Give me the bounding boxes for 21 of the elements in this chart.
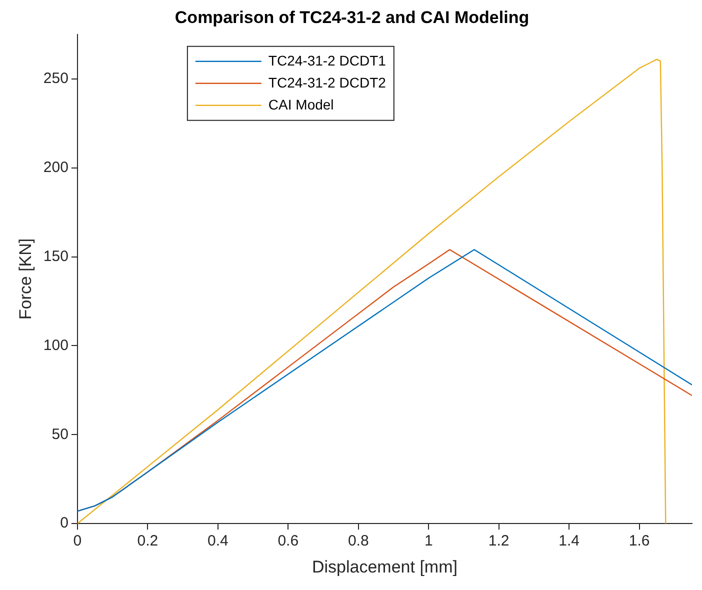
- x-tick-label: 1.6: [628, 532, 650, 550]
- legend-label: TC24-31-2 DCDT2: [268, 74, 386, 90]
- y-tick-label: 200: [43, 158, 68, 176]
- x-axis-title: Displacement [mm]: [312, 557, 458, 576]
- y-axis-title: Force [KN]: [16, 238, 35, 320]
- y-tick-label: 0: [60, 514, 68, 532]
- x-tick-label: 0.6: [278, 532, 299, 550]
- y-tick-label: 50: [52, 426, 68, 443]
- x-tick-label: 1: [424, 532, 433, 550]
- legend-label: CAI Model: [268, 96, 334, 112]
- x-tick-label: 1.2: [488, 532, 510, 550]
- y-tick-label: 150: [43, 248, 68, 265]
- y-tick-label: 100: [43, 336, 68, 354]
- x-tick-label: 0: [73, 532, 82, 550]
- y-tick-label: 250: [43, 70, 68, 88]
- x-tick-label: 0.2: [137, 532, 158, 550]
- chart-title: Comparison of TC24-31-2 and CAI Modeling: [174, 8, 530, 27]
- x-tick-label: 0.4: [207, 532, 228, 550]
- x-tick-label: 1.4: [558, 532, 580, 550]
- legend-label: TC24-31-2 DCDT1: [268, 52, 386, 68]
- x-tick-label: 0.8: [348, 532, 369, 550]
